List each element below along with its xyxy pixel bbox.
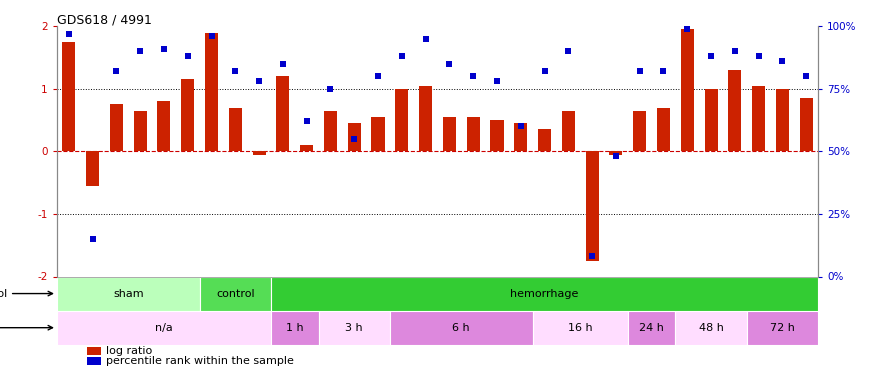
Bar [134, 111, 147, 152]
Text: 1 h: 1 h [286, 322, 304, 333]
Text: GDS618 / 4991: GDS618 / 4991 [57, 13, 151, 26]
Bar [704, 89, 717, 152]
Point [775, 58, 789, 64]
Point [324, 86, 338, 92]
Text: sham: sham [113, 289, 144, 298]
Text: hemorrhage: hemorrhage [510, 289, 578, 298]
Point [86, 236, 100, 242]
Bar [88, 347, 101, 355]
Text: 3 h: 3 h [346, 322, 363, 333]
Point [205, 33, 219, 39]
Text: log ratio: log ratio [107, 346, 152, 356]
Point [347, 136, 361, 142]
Bar [800, 98, 813, 152]
Text: protocol: protocol [0, 289, 52, 298]
Text: n/a: n/a [155, 322, 172, 333]
Bar [271, 276, 818, 310]
Point [704, 53, 718, 59]
Text: 24 h: 24 h [639, 322, 664, 333]
Bar [585, 152, 598, 261]
Point [276, 61, 290, 67]
Bar [634, 111, 647, 152]
Point [299, 118, 313, 124]
Bar [419, 86, 432, 152]
Bar [324, 111, 337, 152]
Text: 6 h: 6 h [452, 322, 470, 333]
Bar [681, 29, 694, 152]
Point [157, 46, 171, 52]
Bar [396, 89, 409, 152]
Point [585, 254, 599, 260]
Text: percentile rank within the sample: percentile rank within the sample [107, 356, 294, 366]
Bar [300, 145, 313, 152]
Point [443, 61, 457, 67]
Bar [62, 42, 75, 152]
Bar [372, 117, 385, 152]
Bar [205, 33, 218, 152]
Bar [533, 310, 628, 345]
Point [371, 73, 385, 79]
Point [109, 68, 123, 74]
Bar [609, 152, 622, 154]
Text: 72 h: 72 h [770, 322, 794, 333]
Bar [562, 111, 575, 152]
Bar [181, 80, 194, 152]
Bar [109, 105, 123, 152]
Bar [57, 276, 200, 310]
Bar [228, 108, 242, 152]
Point [656, 68, 670, 74]
Bar [158, 101, 171, 152]
Bar [657, 108, 670, 152]
Bar [628, 310, 676, 345]
Bar [347, 123, 360, 152]
Point [752, 53, 766, 59]
Bar [752, 86, 766, 152]
Point [728, 48, 742, 54]
Point [537, 68, 551, 74]
Bar [200, 276, 271, 310]
Point [799, 73, 813, 79]
Point [680, 26, 694, 32]
Point [633, 68, 647, 74]
Text: time: time [0, 322, 52, 333]
Bar [86, 152, 99, 186]
Bar [443, 117, 456, 152]
Point [133, 48, 147, 54]
Bar [390, 310, 533, 345]
Text: control: control [216, 289, 255, 298]
Text: 16 h: 16 h [568, 322, 592, 333]
Bar [514, 123, 528, 152]
Point [514, 123, 528, 129]
Point [609, 153, 623, 159]
Point [395, 53, 409, 59]
Bar [271, 310, 318, 345]
Bar [746, 310, 818, 345]
Bar [728, 70, 741, 152]
Point [252, 78, 266, 84]
Bar [57, 310, 271, 345]
Bar [490, 120, 503, 152]
Bar [466, 117, 480, 152]
Bar [676, 310, 746, 345]
Bar [318, 310, 390, 345]
Bar [538, 129, 551, 152]
Point [466, 73, 480, 79]
Bar [88, 357, 101, 365]
Text: 48 h: 48 h [698, 322, 724, 333]
Point [418, 36, 432, 42]
Point [562, 48, 576, 54]
Bar [276, 76, 290, 152]
Point [62, 31, 76, 37]
Bar [253, 152, 266, 154]
Point [490, 78, 504, 84]
Point [228, 68, 242, 74]
Point [181, 53, 195, 59]
Bar [776, 89, 789, 152]
